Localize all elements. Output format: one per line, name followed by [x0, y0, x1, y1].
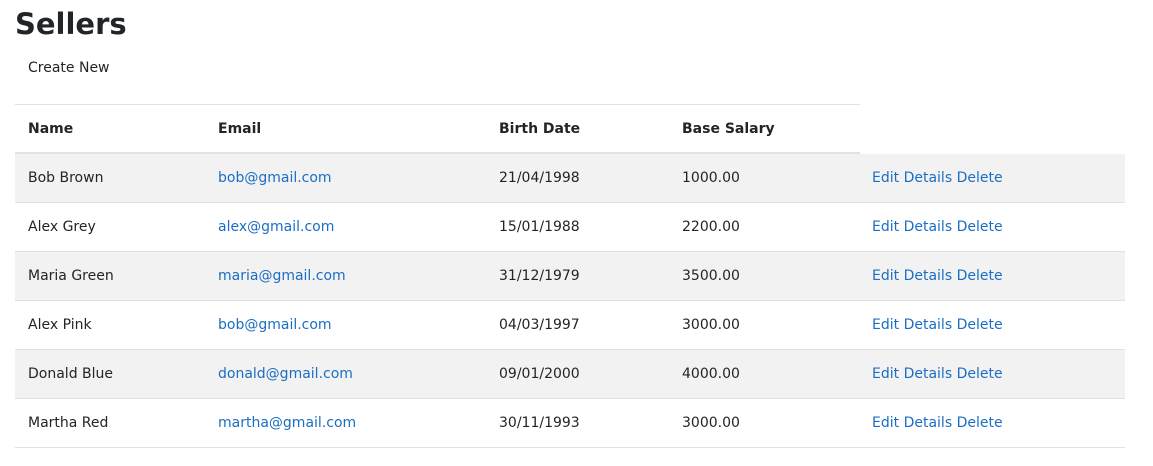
seller-email-link[interactable]: maria@gmail.com [218, 268, 346, 284]
seller-name: Maria Green [28, 268, 114, 284]
edit-link[interactable]: Edit [872, 317, 900, 333]
row-actions: Edit Details Delete [872, 219, 1003, 235]
create-new-link[interactable]: Create New [28, 60, 110, 76]
table-row: Alex Pink bob@gmail.com 04/03/1997 3000.00 E… [15, 301, 1125, 350]
delete-link[interactable]: Delete [956, 366, 1003, 382]
header-birth-date: Birth Date [499, 121, 581, 137]
delete-link[interactable]: Delete [956, 415, 1003, 431]
details-link[interactable]: Details [903, 219, 953, 235]
seller-base-salary: 4000.00 [682, 366, 740, 382]
seller-email-link[interactable]: martha@gmail.com [218, 415, 357, 431]
row-actions: Edit Details Delete [872, 415, 1003, 431]
header-email: Email [218, 121, 262, 137]
seller-email-link[interactable]: donald@gmail.com [218, 366, 353, 382]
seller-birth-date: 31/12/1979 [499, 268, 580, 284]
seller-birth-date: 30/11/1993 [499, 415, 580, 431]
row-actions: Edit Details Delete [872, 268, 1003, 284]
edit-link[interactable]: Edit [872, 219, 900, 235]
details-link[interactable]: Details [903, 170, 953, 186]
row-actions: Edit Details Delete [872, 317, 1003, 333]
delete-link[interactable]: Delete [956, 268, 1003, 284]
details-link[interactable]: Details [903, 317, 953, 333]
seller-base-salary: 1000.00 [682, 170, 740, 186]
seller-name: Donald Blue [28, 366, 114, 382]
seller-base-salary: 3000.00 [682, 415, 740, 431]
table-row: Alex Grey alex@gmail.com 15/01/1988 2200.00… [15, 203, 1125, 252]
details-link[interactable]: Details [903, 366, 953, 382]
seller-base-salary: 3500.00 [682, 268, 740, 284]
sellers-table-body: Bob Brown bob@gmail.com 21/04/1998 1000.00 E… [15, 154, 1125, 448]
table-top-divider [15, 104, 860, 105]
header-name: Name [28, 121, 74, 137]
seller-birth-date: 09/01/2000 [499, 366, 580, 382]
seller-name: Alex Grey [28, 219, 96, 235]
edit-link[interactable]: Edit [872, 170, 900, 186]
seller-birth-date: 04/03/1997 [499, 317, 580, 333]
delete-link[interactable]: Delete [956, 219, 1003, 235]
table-header: Name Email Birth Date Base Salary [15, 105, 860, 152]
seller-birth-date: 15/01/1988 [499, 219, 580, 235]
seller-name: Bob Brown [28, 170, 104, 186]
seller-base-salary: 3000.00 [682, 317, 740, 333]
details-link[interactable]: Details [903, 415, 953, 431]
seller-email-link[interactable]: alex@gmail.com [218, 219, 335, 235]
row-actions: Edit Details Delete [872, 170, 1003, 186]
delete-link[interactable]: Delete [956, 170, 1003, 186]
row-actions: Edit Details Delete [872, 366, 1003, 382]
details-link[interactable]: Details [903, 268, 953, 284]
edit-link[interactable]: Edit [872, 415, 900, 431]
table-row: Martha Red martha@gmail.com 30/11/1993 3000… [15, 399, 1125, 448]
page-title: Sellers [15, 7, 127, 41]
seller-birth-date: 21/04/1998 [499, 170, 580, 186]
header-base-salary: Base Salary [682, 121, 775, 137]
table-row: Donald Blue donald@gmail.com 09/01/2000 400… [15, 350, 1125, 399]
delete-link[interactable]: Delete [956, 317, 1003, 333]
table-row: Maria Green maria@gmail.com 31/12/1979 3500… [15, 252, 1125, 301]
seller-base-salary: 2200.00 [682, 219, 740, 235]
seller-name: Alex Pink [28, 317, 92, 333]
table-header-divider [15, 152, 860, 154]
seller-email-link[interactable]: bob@gmail.com [218, 170, 332, 186]
edit-link[interactable]: Edit [872, 366, 900, 382]
seller-email-link[interactable]: bob@gmail.com [218, 317, 332, 333]
seller-name: Martha Red [28, 415, 109, 431]
edit-link[interactable]: Edit [872, 268, 900, 284]
table-row: Bob Brown bob@gmail.com 21/04/1998 1000.00 E… [15, 154, 1125, 203]
